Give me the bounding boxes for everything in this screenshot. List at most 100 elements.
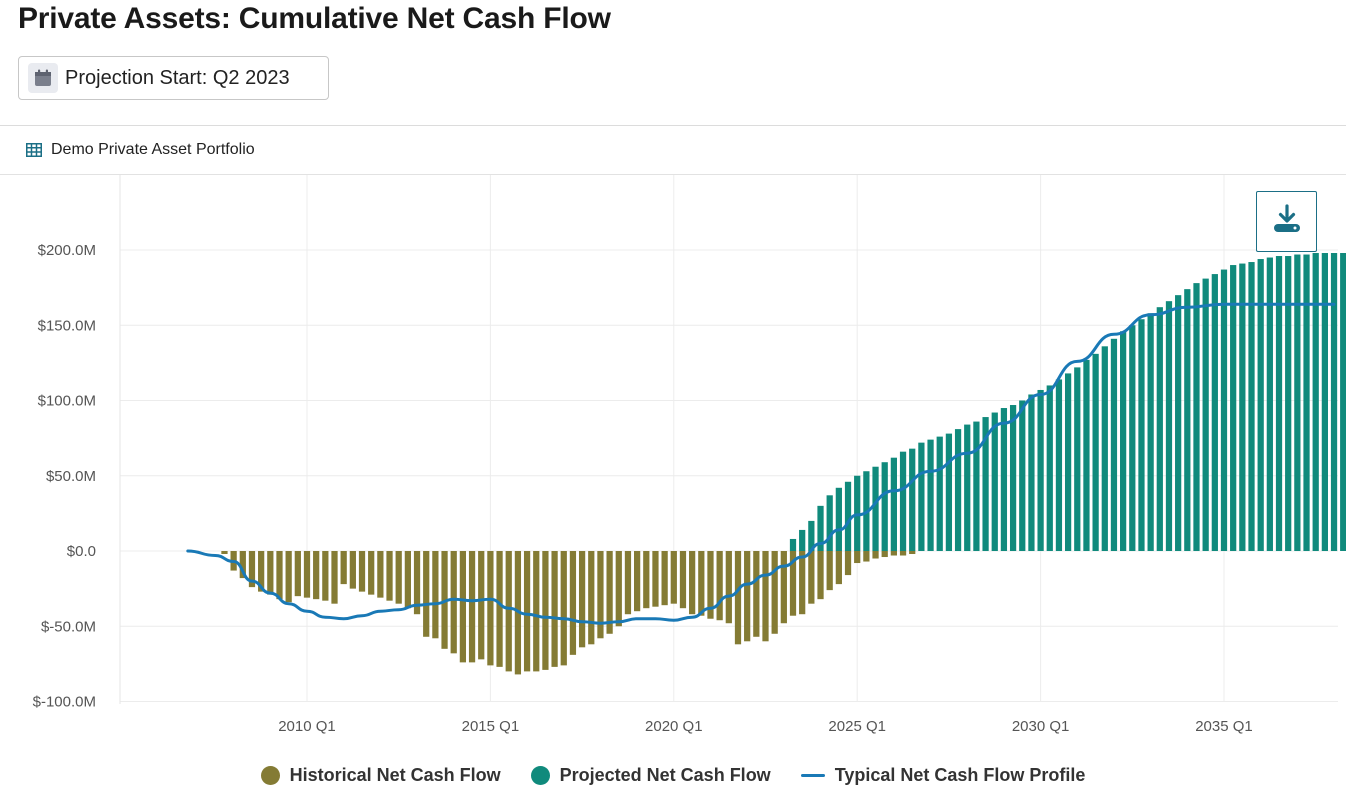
projected-bar — [899, 451, 907, 551]
historical-bar — [404, 551, 411, 609]
cash-flow-chart: $-100.0M $-50.0M $0.0 $50.0M $100.0M $150.0M $… — [33, 175, 1346, 735]
projected-bar — [1147, 313, 1154, 551]
portfolio-link[interactable]: Demo Private Asset Portfolio — [26, 140, 255, 160]
projected-bar — [1257, 259, 1264, 551]
legend-swatch-typical — [800, 773, 825, 777]
historical-bar — [358, 551, 366, 592]
divider — [0, 174, 1346, 175]
projected-bar — [1193, 283, 1200, 551]
projected-bar — [1266, 257, 1273, 551]
historical-bar — [744, 551, 751, 642]
historical-bar — [340, 551, 347, 585]
projected-bar — [945, 433, 953, 551]
legend-item-typical[interactable]: Typical Net Cash Flow Profile — [800, 764, 1086, 786]
historical-bar — [569, 551, 577, 655]
historical-bar — [716, 551, 723, 621]
historical-bar — [239, 551, 246, 579]
projected-bar — [808, 520, 815, 551]
projected-bar — [844, 481, 852, 551]
y-tick-label: $200.0M — [38, 242, 96, 259]
historical-bar — [634, 551, 641, 612]
legend-label-typical: Typical Net Cash Flow Profile — [834, 764, 1086, 785]
x-tick-label: 2025 Q1 — [828, 718, 886, 735]
historical-bar — [478, 551, 485, 660]
historical-bar — [881, 551, 888, 558]
historical-bar — [377, 551, 384, 598]
historical-bar — [285, 551, 292, 603]
historical-bar — [468, 551, 476, 663]
projected-bar — [936, 436, 943, 551]
historical-bar — [221, 551, 228, 555]
historical-bar — [248, 551, 256, 588]
historical-bar — [734, 551, 742, 645]
projected-bar — [1285, 256, 1292, 551]
historical-bar — [826, 551, 833, 591]
historical-bar — [542, 551, 549, 670]
projected-bar — [909, 448, 916, 551]
y-axis: $-100.0M $-50.0M $0.0 $50.0M $100.0M $150.0M $… — [33, 242, 96, 711]
y-tick-label: $150.0M — [38, 317, 96, 334]
projection-start-button[interactable]: Projection Start: Q2 2023 — [18, 56, 329, 100]
historical-bar — [606, 551, 613, 634]
historical-bar — [799, 551, 806, 615]
historical-bar — [808, 551, 815, 604]
historical-bar — [560, 551, 567, 666]
historical-bar — [725, 551, 732, 624]
projected-bar — [1330, 253, 1338, 551]
historical-bar — [267, 551, 274, 595]
historical-bar — [533, 551, 540, 672]
historical-bar — [762, 551, 769, 642]
projected-bar — [918, 442, 925, 551]
projected-bar — [835, 487, 842, 551]
projected-bar — [1220, 269, 1228, 551]
historical-bar — [652, 551, 659, 607]
projected-bar — [1248, 262, 1255, 551]
projected-bar — [1083, 359, 1090, 551]
x-tick-label: 2010 Q1 — [278, 718, 336, 735]
historical-bar — [817, 551, 824, 600]
projected-bar — [1120, 331, 1127, 551]
historical-bar — [670, 551, 677, 604]
projected-bar — [1165, 301, 1173, 551]
historical-bar — [578, 551, 586, 648]
legend-item-projected[interactable]: Projected Net Cash Flow — [530, 764, 771, 786]
projected-bar — [1110, 338, 1118, 551]
projected-bar — [1009, 405, 1017, 551]
projected-bar — [1303, 254, 1310, 551]
historical-bar — [789, 551, 797, 616]
historical-bar — [753, 551, 760, 637]
projected-bar — [1340, 253, 1346, 551]
projected-bar — [1046, 385, 1053, 551]
legend-swatch-historical — [260, 765, 280, 785]
projected-bar — [789, 538, 797, 551]
historical-bar — [413, 551, 421, 615]
projected-bar — [872, 466, 879, 551]
legend-label-projected: Projected Net Cash Flow — [559, 764, 771, 785]
historical-bar — [679, 551, 687, 609]
x-tick-label: 2020 Q1 — [645, 718, 703, 735]
table-grid-icon — [26, 142, 42, 158]
legend-item-historical[interactable]: Historical Net Cash Flow — [260, 764, 501, 786]
projected-bar — [854, 475, 861, 551]
projected-bar — [1202, 278, 1209, 551]
projected-bar — [1019, 400, 1026, 551]
projected-bar — [890, 457, 897, 551]
historical-bar — [624, 551, 632, 615]
y-tick-label: $0.0 — [67, 543, 96, 560]
projected-bar — [991, 412, 998, 551]
x-tick-label: 2035 Q1 — [1195, 718, 1253, 735]
portfolio-name: Demo Private Asset Portfolio — [51, 141, 255, 158]
legend-label-historical: Historical Net Cash Flow — [289, 764, 501, 785]
typical-line-group — [186, 302, 1336, 625]
projected-bar — [799, 529, 806, 551]
projected-bar — [1055, 379, 1063, 551]
historical-bar — [423, 551, 430, 637]
y-tick-label: $50.0M — [46, 468, 96, 485]
historical-bar — [872, 551, 879, 559]
historical-bar — [661, 551, 668, 606]
projected-bar — [1211, 274, 1218, 551]
projected-bar — [1184, 289, 1191, 551]
download-button[interactable] — [1256, 191, 1317, 252]
typical-cash-flow-line — [186, 302, 1336, 625]
x-tick-label: 2030 Q1 — [1012, 718, 1070, 735]
